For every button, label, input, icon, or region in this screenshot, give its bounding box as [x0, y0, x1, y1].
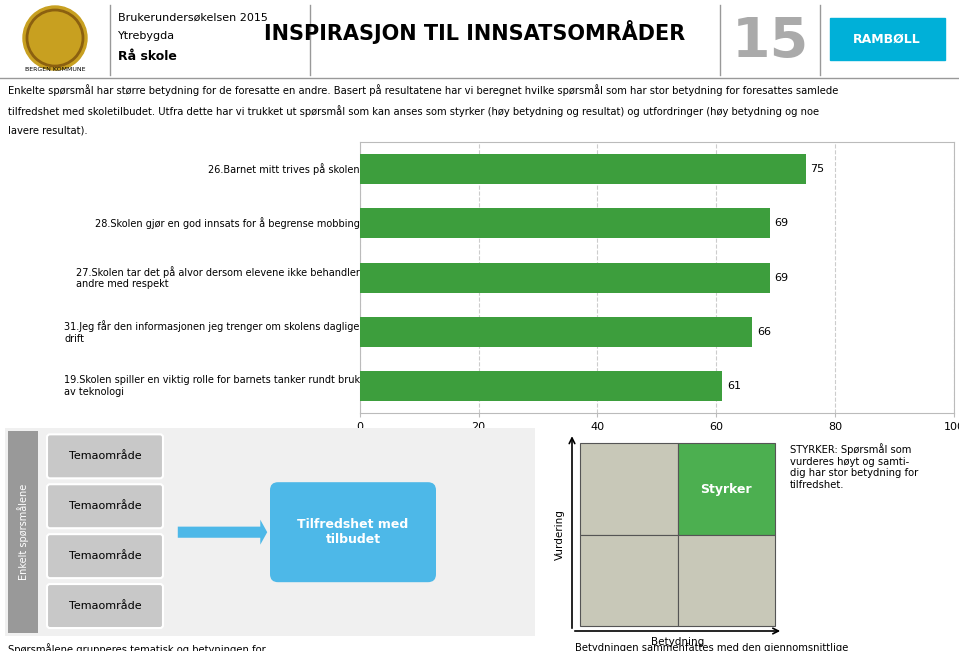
Text: 61: 61 — [727, 381, 741, 391]
Bar — [830, 18, 945, 60]
Bar — [8, 432, 38, 633]
Bar — [677, 534, 775, 626]
Text: Betydningen sammenfattes med den gjennomsnittlige
vurderingen i en prioriterings: Betydningen sammenfattes med den gjennom… — [575, 643, 849, 651]
Text: tilfredshet med skoletilbudet. Utfra dette har vi trukket ut spørsmål som kan an: tilfredshet med skoletilbudet. Utfra det… — [8, 105, 819, 117]
Text: 28.Skolen gjør en god innsats for å begrense mobbing: 28.Skolen gjør en god innsats for å begr… — [95, 217, 360, 229]
Text: Enkelte spørsmål har større betydning for de foresatte en andre. Basert på resul: Enkelte spørsmål har større betydning fo… — [8, 85, 838, 96]
Bar — [360, 263, 770, 292]
FancyBboxPatch shape — [47, 584, 163, 628]
Text: 66: 66 — [757, 327, 771, 337]
Text: 27.Skolen tar det på alvor dersom elevene ikke behandler
andre med respekt: 27.Skolen tar det på alvor dersom eleven… — [76, 266, 360, 290]
Text: lavere resultat).: lavere resultat). — [8, 126, 87, 135]
Text: Brukerundersøkelsen 2015: Brukerundersøkelsen 2015 — [118, 13, 268, 23]
FancyBboxPatch shape — [270, 482, 436, 582]
Circle shape — [23, 6, 87, 70]
Bar — [360, 154, 806, 184]
Text: INSPIRASJON TIL INNSATSOMRÅDER: INSPIRASJON TIL INNSATSOMRÅDER — [265, 20, 686, 44]
Text: 15: 15 — [732, 15, 808, 69]
Text: 75: 75 — [810, 164, 825, 174]
Text: Spørsmålene grupperes tematisk og betyningen for
tilfredshet beregnes.: Spørsmålene grupperes tematisk og betyni… — [8, 643, 266, 651]
Text: 31.Jeg får den informasjonen jeg trenger om skolens daglige
drift: 31.Jeg får den informasjonen jeg trenger… — [64, 320, 360, 344]
Bar — [360, 371, 722, 401]
FancyBboxPatch shape — [47, 434, 163, 478]
Bar — [5, 428, 535, 636]
Text: Rå skole: Rå skole — [118, 49, 176, 62]
Text: 69: 69 — [775, 218, 788, 229]
FancyBboxPatch shape — [47, 484, 163, 528]
Text: BERGEN KOMMUNE: BERGEN KOMMUNE — [25, 67, 85, 72]
Bar — [360, 317, 752, 347]
Bar — [360, 208, 770, 238]
Text: Tilfredshet med
tilbudet: Tilfredshet med tilbudet — [297, 518, 409, 546]
Text: Enkelt spørsmålene: Enkelt spørsmålene — [17, 484, 29, 580]
Text: 19.Skolen spiller en viktig rolle for barnets tanker rundt bruk
av teknologi: 19.Skolen spiller en viktig rolle for ba… — [63, 376, 360, 397]
Text: Styrker: Styrker — [700, 482, 752, 495]
Text: ⌂: ⌂ — [49, 23, 61, 42]
Text: STYRKER: Spørsmål som
vurderes høyt og samti-
dig har stor betydning for
tilfred: STYRKER: Spørsmål som vurderes høyt og s… — [790, 443, 919, 490]
Text: 26.Barnet mitt trives på skolen: 26.Barnet mitt trives på skolen — [208, 163, 360, 175]
Text: Temaområde: Temaområde — [69, 601, 141, 611]
Bar — [580, 534, 677, 626]
Text: Ytrebygda: Ytrebygda — [118, 31, 175, 41]
Bar — [677, 443, 775, 534]
Text: Betydning: Betydning — [651, 637, 704, 647]
Text: Temaområde: Temaområde — [69, 551, 141, 561]
Text: Temaområde: Temaområde — [69, 501, 141, 511]
Bar — [580, 443, 677, 534]
FancyBboxPatch shape — [47, 534, 163, 578]
Text: Temaområde: Temaområde — [69, 451, 141, 462]
Text: Vurdering: Vurdering — [555, 509, 565, 560]
Text: RAMBØLL: RAMBØLL — [854, 33, 921, 46]
Text: 69: 69 — [775, 273, 788, 283]
